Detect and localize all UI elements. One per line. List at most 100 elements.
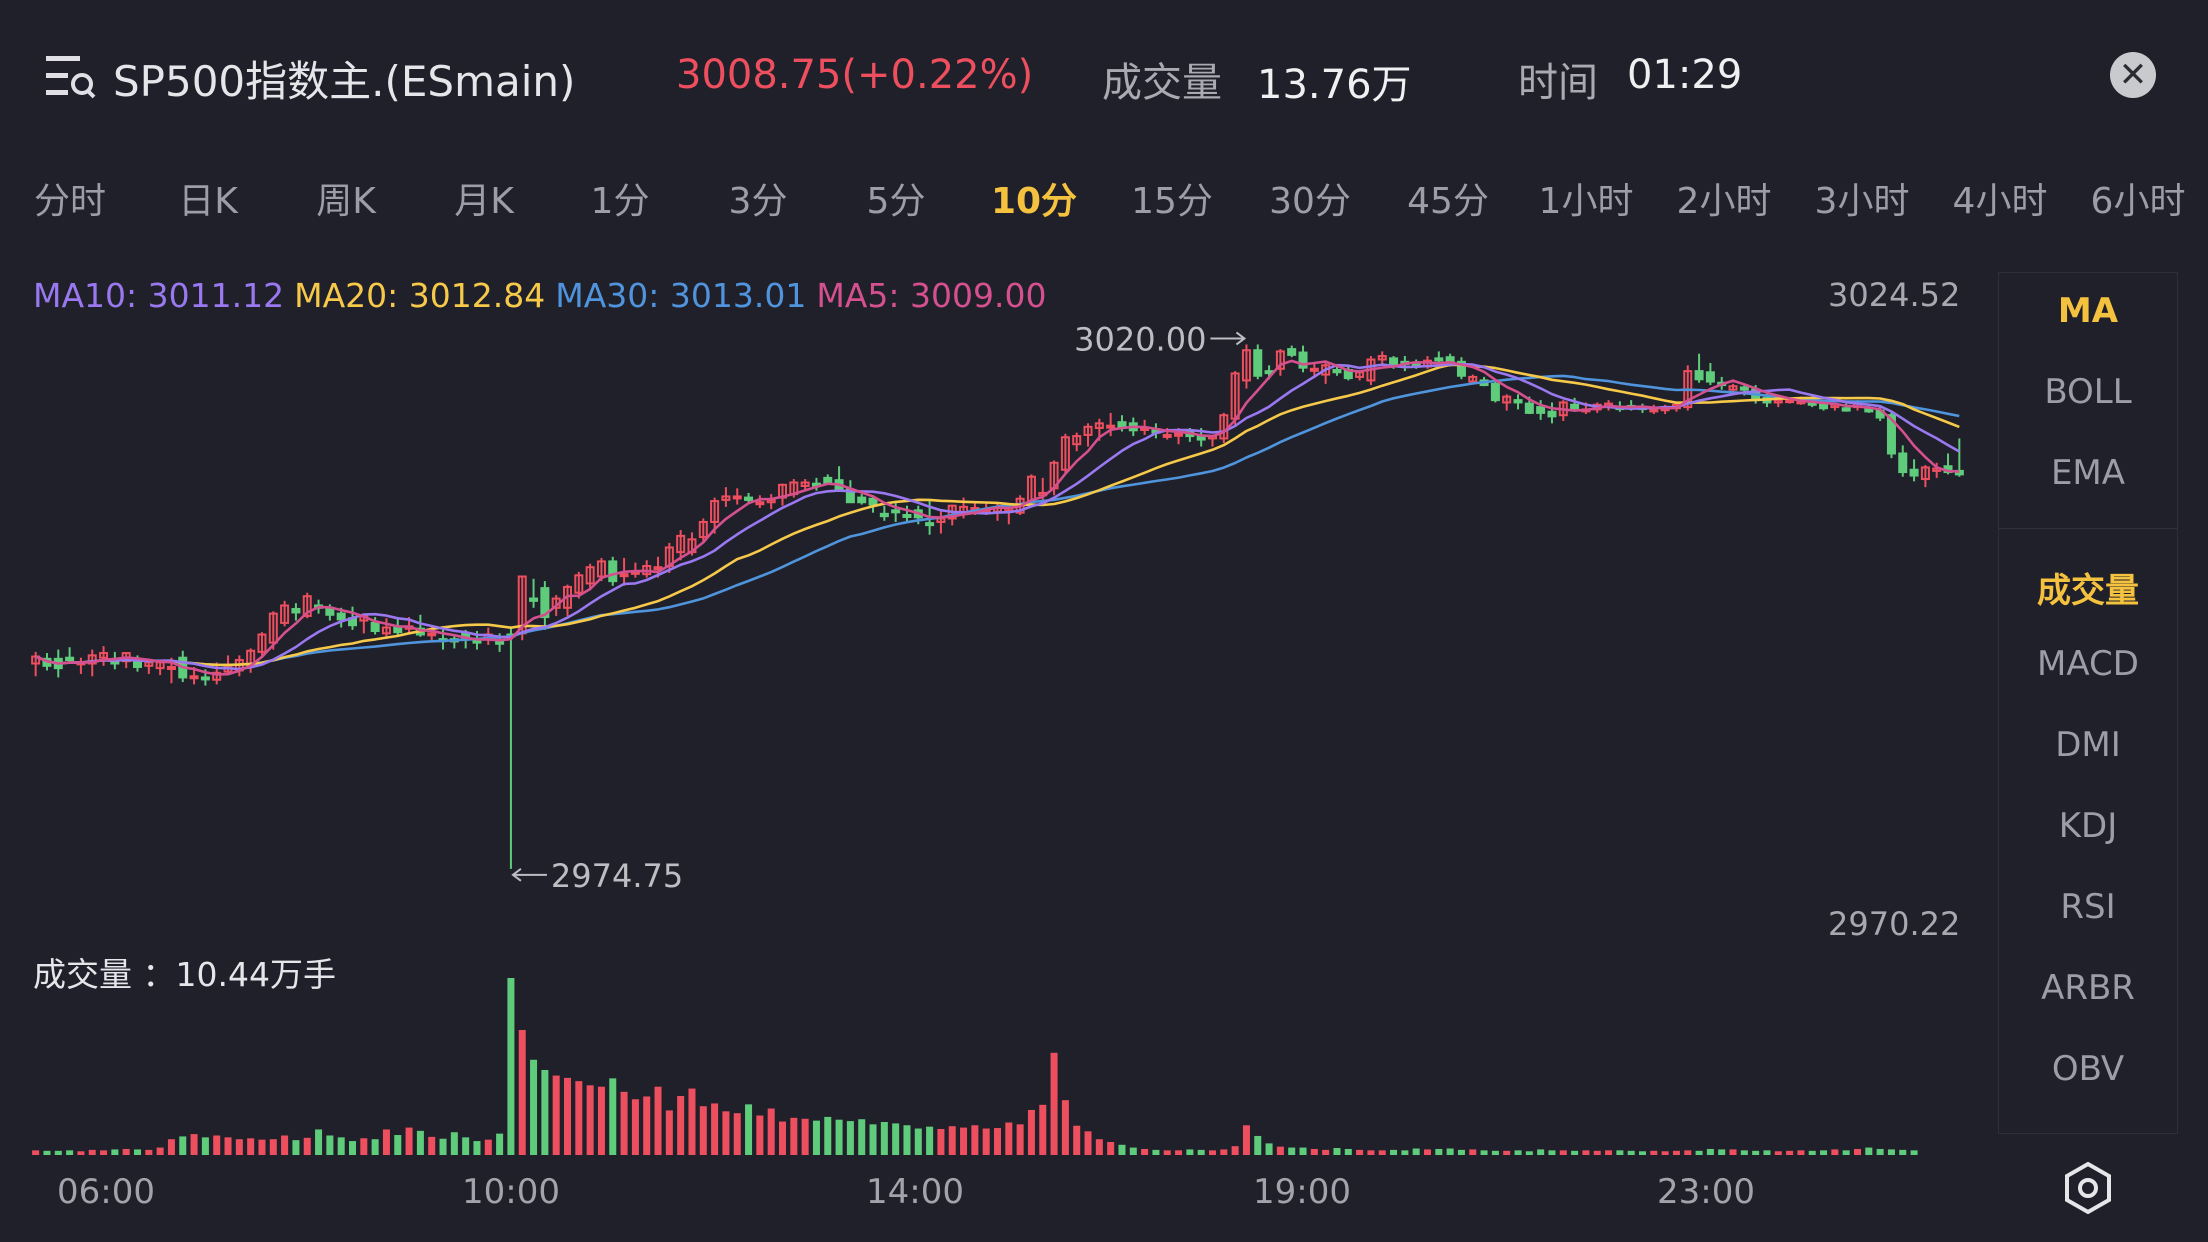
last-price: 3008.75(+0.22%) xyxy=(676,52,1034,98)
candle xyxy=(755,501,765,506)
volume-bar xyxy=(790,1117,798,1155)
tab-month[interactable]: 月K xyxy=(454,181,514,222)
indicator-rsi[interactable]: RSI xyxy=(2060,887,2116,927)
volume-bar xyxy=(507,978,515,1155)
candle xyxy=(1570,403,1580,410)
menu-search-icon[interactable] xyxy=(46,54,96,100)
tab-5min[interactable]: 5分 xyxy=(866,181,926,222)
candle xyxy=(268,612,278,644)
volume-bar xyxy=(190,1134,198,1155)
tab-1min[interactable]: 1分 xyxy=(590,181,650,222)
indicator-boll[interactable]: BOLL xyxy=(2044,372,2132,412)
candle xyxy=(1773,399,1783,404)
ma20-line xyxy=(35,363,1960,667)
volume-bar xyxy=(428,1136,436,1155)
indicator-dmi[interactable]: DMI xyxy=(2055,725,2121,765)
tab-10min[interactable]: 10分 xyxy=(990,181,1078,222)
candle xyxy=(336,612,346,621)
candle xyxy=(1739,386,1749,391)
volume-bar xyxy=(745,1104,753,1155)
volume-bar xyxy=(337,1137,345,1155)
candle xyxy=(31,655,41,665)
candle xyxy=(1332,368,1342,374)
volume-bar xyxy=(258,1139,266,1155)
close-icon[interactable]: ✕ xyxy=(2110,52,2156,98)
tab-6hour[interactable]: 6小时 xyxy=(2090,181,2186,222)
volume-bar xyxy=(326,1135,334,1155)
tab-day[interactable]: 日K xyxy=(178,181,238,222)
candle xyxy=(280,604,290,624)
candle xyxy=(698,520,708,539)
volume-bar xyxy=(1016,1124,1024,1155)
candle xyxy=(1705,371,1715,383)
volume-bar xyxy=(1175,1150,1183,1155)
volume-bar xyxy=(914,1128,922,1155)
volume-bar xyxy=(303,1137,311,1155)
volume-bar xyxy=(1786,1150,1794,1155)
volume-bar xyxy=(1763,1150,1771,1155)
volume-bar xyxy=(416,1130,424,1155)
tab-45min[interactable]: 45分 xyxy=(1407,181,1489,222)
tab-1hour[interactable]: 1小时 xyxy=(1538,181,1634,222)
volume-bar xyxy=(733,1113,741,1155)
volume-bar xyxy=(1865,1147,1873,1155)
tab-2hour[interactable]: 2小时 xyxy=(1676,181,1772,222)
volume-bar xyxy=(688,1088,696,1155)
settings-hexagon-icon[interactable] xyxy=(2062,1162,2114,1214)
x-label: 10:00 xyxy=(462,1172,560,1212)
indicator-ema[interactable]: EMA xyxy=(2050,453,2126,493)
candle xyxy=(879,512,889,518)
candle xyxy=(65,656,75,662)
candle xyxy=(1456,360,1466,377)
volume-bar xyxy=(1910,1150,1918,1155)
candle xyxy=(99,652,109,659)
volume-bar xyxy=(937,1128,945,1155)
volume-bar xyxy=(450,1132,458,1155)
volume-bar xyxy=(880,1122,888,1155)
volume-bar xyxy=(982,1128,990,1155)
candle xyxy=(1841,407,1851,412)
volume-bar xyxy=(1084,1131,1092,1155)
volume-bar xyxy=(699,1106,707,1155)
indicator-macd[interactable]: MACD xyxy=(2037,644,2139,684)
volume-bar xyxy=(496,1133,504,1155)
tab-3min[interactable]: 3分 xyxy=(728,181,788,222)
volume-bar xyxy=(1672,1150,1680,1155)
volume-bar xyxy=(1650,1150,1658,1155)
tab-3hour[interactable]: 3小时 xyxy=(1814,181,1910,222)
indicator-volume[interactable]: 成交量 xyxy=(2037,571,2139,611)
volume-bar xyxy=(575,1081,583,1155)
volume-bar xyxy=(439,1138,447,1155)
tab-30min[interactable]: 30分 xyxy=(1269,181,1351,222)
tab-week[interactable]: 周K xyxy=(316,181,376,222)
volume-bar xyxy=(32,1150,40,1155)
candle xyxy=(732,495,742,500)
volume-bar xyxy=(824,1116,832,1155)
max-arrow-head xyxy=(1235,331,1247,346)
tab-fenshi[interactable]: 分时 xyxy=(33,181,107,222)
candle xyxy=(1547,410,1557,418)
instrument-title[interactable]: SP500指数主.(ESmain) xyxy=(113,57,576,106)
candle xyxy=(868,497,878,506)
indicator-obv[interactable]: OBV xyxy=(2051,1049,2125,1089)
volume-bar xyxy=(43,1150,51,1155)
volume-bar xyxy=(1853,1148,1862,1155)
volume-bar xyxy=(133,1149,142,1155)
indicator-kdj[interactable]: KDJ xyxy=(2058,806,2118,846)
indicator-arbr[interactable]: ARBR xyxy=(2041,968,2135,1008)
candle xyxy=(1468,375,1478,383)
tab-15min[interactable]: 15分 xyxy=(1131,181,1213,222)
candle xyxy=(189,675,199,680)
time-label: 时间 xyxy=(1518,60,1598,106)
candle xyxy=(1162,433,1172,438)
candle xyxy=(653,566,663,571)
price-axis-high: 3024.52 xyxy=(1828,276,1961,314)
candle xyxy=(257,633,267,653)
indicator-panel: MA BOLL EMA 成交量 MACD DMI KDJ RSI ARBR OB… xyxy=(1998,272,2178,1134)
volume-bar xyxy=(858,1119,866,1155)
indicator-ma[interactable]: MA xyxy=(2057,291,2119,331)
volume-bar xyxy=(1876,1148,1884,1155)
volume-bar xyxy=(1842,1150,1850,1155)
tab-4hour[interactable]: 4小时 xyxy=(1952,181,2048,222)
